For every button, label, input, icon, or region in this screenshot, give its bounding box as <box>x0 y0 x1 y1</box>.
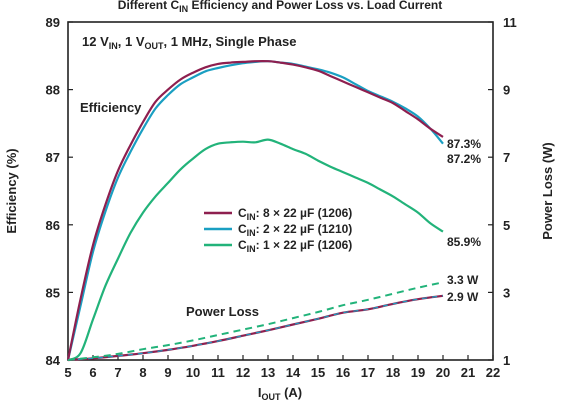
end-label-eff-2x22: 87.2% <box>447 152 481 166</box>
condition-label: 12 VIN, 1 VOUT, 1 MHz, Single Phase <box>82 34 296 51</box>
y-tick-label-left: 88 <box>46 83 60 98</box>
y-tick-label-right: 5 <box>503 218 510 233</box>
y-tick-label-right: 3 <box>503 285 510 300</box>
power-loss-line-2x22 <box>67 295 444 361</box>
y-tick-label-right: 1 <box>503 353 510 368</box>
x-tick-label: 11 <box>211 365 225 380</box>
chart-title: Different CIN Efficiency and Power Loss … <box>118 0 442 14</box>
x-tick-label: 22 <box>486 365 500 380</box>
power-loss-line-1x22 <box>67 281 444 361</box>
x-tick-label: 13 <box>261 365 275 380</box>
y-axis-title-left: Efficiency (%) <box>4 148 19 233</box>
efficiency-annotation: Efficiency <box>80 100 142 115</box>
y-ticks-right: 1 3 5 7 9 11 <box>488 15 517 368</box>
x-axis-title: IOUT (A) <box>258 385 302 402</box>
end-label-pl-1x22: 3.3 W <box>447 273 479 287</box>
x-tick-label: 5 <box>64 365 71 380</box>
x-tick-label: 15 <box>311 365 325 380</box>
x-tick-label: 20 <box>436 365 450 380</box>
x-ticks: 5 6 7 8 9 10 11 12 13 14 15 16 17 18 19 20 21 22 <box>64 355 500 380</box>
y-tick-label-left: 89 <box>46 15 60 30</box>
end-label-eff-1x22: 85.9% <box>447 235 481 249</box>
legend-label-8x22: CIN: 8 × 22 µF (1206) <box>238 206 352 222</box>
efficiency-line-8x22 <box>66 59 444 361</box>
x-tick-label: 19 <box>411 365 425 380</box>
y-tick-label-right: 7 <box>503 150 510 165</box>
x-tick-label: 9 <box>164 365 171 380</box>
y-tick-label-left: 87 <box>46 150 60 165</box>
end-label-eff-8x22: 87.3% <box>447 137 481 151</box>
x-tick-label: 16 <box>336 365 350 380</box>
x-tick-label: 7 <box>114 365 121 380</box>
series-group <box>66 59 444 362</box>
y-ticks-left: 84 85 86 87 88 89 <box>46 15 73 368</box>
x-tick-label: 18 <box>386 365 400 380</box>
x-tick-label: 6 <box>89 365 96 380</box>
x-tick-label: 21 <box>461 365 475 380</box>
power-loss-annotation: Power Loss <box>186 304 259 319</box>
legend-label-1x22: CIN: 1 × 22 µF (1206) <box>238 238 352 254</box>
y-tick-label-left: 86 <box>46 218 60 233</box>
legend: CIN: 8 × 22 µF (1206) CIN: 2 × 22 µF (12… <box>204 206 352 254</box>
y-tick-label-right: 9 <box>503 83 510 98</box>
end-label-pl-8x22: 2.9 W <box>447 290 479 304</box>
plot-frame <box>67 21 494 361</box>
y-tick-label-right: 11 <box>503 15 517 30</box>
efficiency-line-1x22 <box>67 138 444 362</box>
x-tick-label: 8 <box>139 365 146 380</box>
x-tick-label: 17 <box>361 365 375 380</box>
legend-label-2x22: CIN: 2 × 22 µF (1210) <box>238 222 352 238</box>
y-tick-label-left: 85 <box>46 285 60 300</box>
y-axis-title-right: Power Loss (W) <box>540 142 555 240</box>
x-tick-label: 14 <box>286 365 301 380</box>
x-tick-label: 10 <box>186 365 200 380</box>
x-tick-label: 12 <box>236 365 250 380</box>
y-tick-label-left: 84 <box>46 353 61 368</box>
